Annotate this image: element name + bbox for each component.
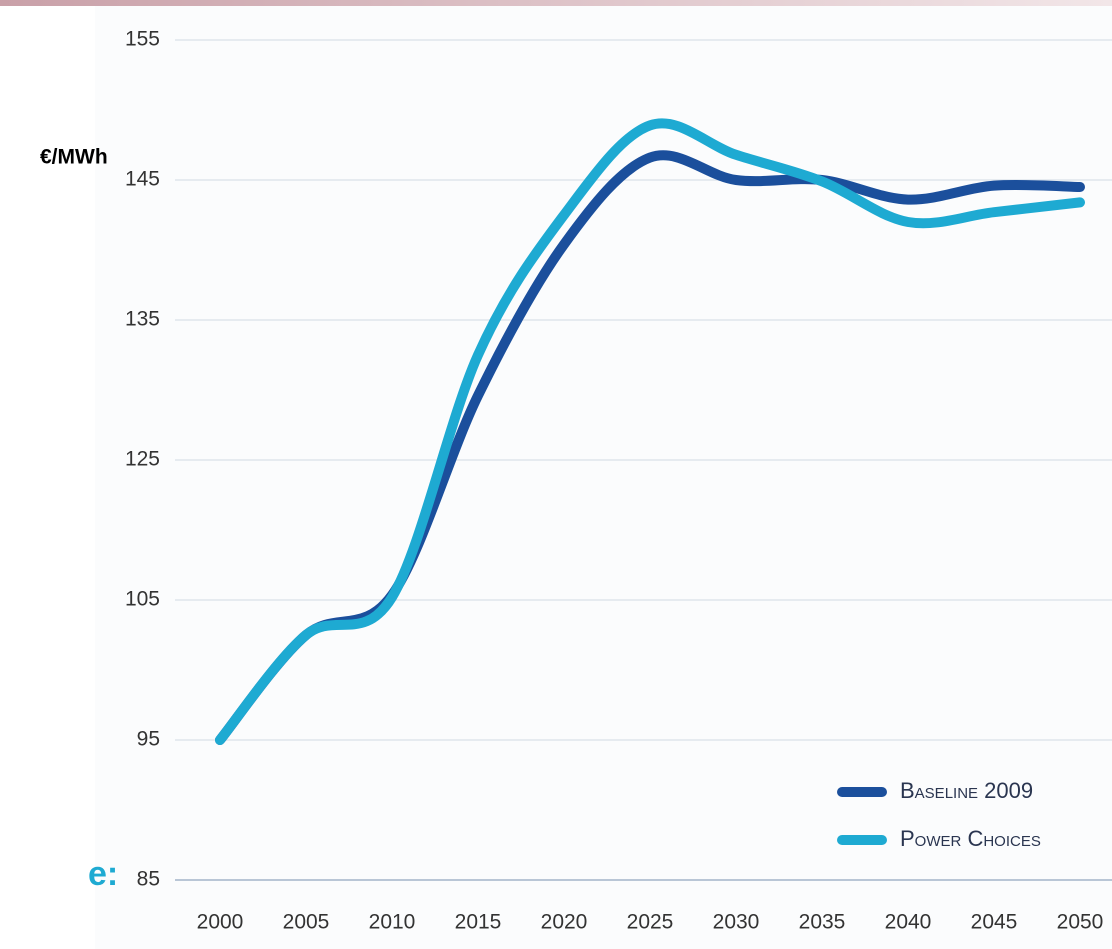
x-tick-label: 2040 bbox=[885, 911, 932, 934]
y-tick-label: 95 bbox=[137, 728, 160, 751]
y-tick-label: 105 bbox=[125, 588, 160, 611]
x-tick-label: 2000 bbox=[197, 911, 244, 934]
y-tick-label: 135 bbox=[125, 308, 160, 331]
legend-label: Baseline 2009 bbox=[900, 778, 1033, 803]
legend-label: Power Choices bbox=[900, 826, 1041, 851]
y-axis-label: €/MWh bbox=[40, 146, 108, 169]
x-tick-label: 2005 bbox=[283, 911, 330, 934]
x-tick-label: 2035 bbox=[799, 911, 846, 934]
labels: 155 145 135 125 105 95 85 2000 2005 2010 2015 2020 2… bbox=[125, 28, 1103, 934]
y-tick-label: 125 bbox=[125, 448, 160, 471]
x-tick-label: 2010 bbox=[369, 911, 416, 934]
x-tick-label: 2020 bbox=[541, 911, 588, 934]
top-bar bbox=[0, 0, 1112, 6]
grid bbox=[175, 39, 1112, 881]
lines bbox=[215, 118, 1085, 745]
annotation: e: bbox=[88, 855, 118, 893]
x-tick-label: 2015 bbox=[455, 911, 502, 934]
plot-panel bbox=[95, 6, 1112, 949]
y-tick-label: 85 bbox=[137, 868, 160, 891]
x-tick-label: 2050 bbox=[1057, 911, 1104, 934]
y-tick-label: 155 bbox=[125, 28, 160, 51]
x-tick-label: 2025 bbox=[627, 911, 674, 934]
y-tick-label: 145 bbox=[125, 168, 160, 191]
x-tick-label: 2045 bbox=[971, 911, 1018, 934]
x-tick-label: 2030 bbox=[713, 911, 760, 934]
data-line bbox=[215, 118, 1085, 745]
